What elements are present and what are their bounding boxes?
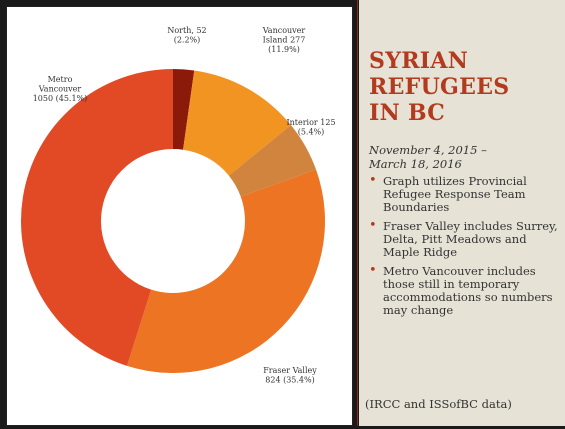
slice-label: Interior 125 (5.4%) (286, 118, 335, 137)
date-range-line: November 4, 2015 – (369, 143, 487, 157)
note-item: • Metro Vancouver includes those still i… (367, 263, 559, 317)
slice-label-line: 824 (35.4%) (265, 376, 314, 385)
title-line: SYRIAN (369, 48, 469, 74)
note-text: Metro Vancouver includes those still in … (383, 264, 553, 317)
slice-label: Vancouver Island 277 (11.9%) (262, 26, 306, 54)
notes-list: • Graph utilizes Provincial Refugee Resp… (367, 173, 559, 323)
donut-slice-north (173, 69, 195, 150)
note-text: Fraser Valley includes Surrey, Delta, Pi… (383, 219, 558, 259)
slice-label: North, 52 (2.2%) (167, 26, 206, 45)
slice-label-line: (2.2%) (174, 36, 201, 45)
slice-label-line: Fraser Valley (263, 366, 317, 375)
page-title: SYRIAN REFUGEES IN BC (369, 48, 559, 126)
date-range-line: March 18, 2016 (369, 157, 462, 171)
info-panel: SYRIAN REFUGEES IN BC November 4, 2015 –… (359, 0, 565, 426)
slice-label-line: Vancouver (262, 26, 306, 35)
slice-label-line: (5.4%) (298, 128, 325, 137)
slice-label-line: Vancouver (38, 85, 82, 94)
divider (357, 0, 358, 426)
slice-label-line: (11.9%) (268, 45, 300, 54)
slice-label-line: Island 277 (263, 36, 306, 45)
slice-label-line: Metro (48, 75, 73, 84)
title-line: IN BC (369, 100, 446, 126)
chart-panel: North, 52 (2.2%) Vancouver Island 277 (11.9%… (6, 6, 353, 426)
date-range: November 4, 2015 – March 18, 2016 (369, 143, 559, 171)
slice-label-line: Interior 125 (286, 118, 335, 127)
donut-slice-fraser-valley (126, 169, 326, 373)
note-item: • Graph utilizes Provincial Refugee Resp… (367, 173, 559, 214)
slice-label-line: North, 52 (167, 26, 206, 35)
donut-slice-metro-vancouver (20, 69, 173, 366)
slice-label-line: 1050 (45.1%) (33, 94, 88, 103)
donut-slice-vancouver-island (183, 70, 291, 176)
bullet-icon: • (369, 173, 377, 188)
bullet-icon: • (369, 263, 377, 278)
source-note: (IRCC and ISSofBC data) (365, 397, 512, 411)
bullet-icon: • (369, 218, 377, 233)
donut-chart: North, 52 (2.2%)Vancouver Island 277 (11.9%… (20, 26, 336, 385)
note-item: • Fraser Valley includes Surrey, Delta, … (367, 218, 559, 259)
slice-label: Fraser Valley 824 (35.4%) (263, 366, 317, 385)
note-text: Graph utilizes Provincial Refugee Respon… (383, 174, 527, 214)
slice-label: Metro Vancouver 1050 (45.1%) (33, 75, 88, 103)
donut-slice-interior (228, 125, 317, 197)
title-line: REFUGEES (369, 74, 510, 100)
